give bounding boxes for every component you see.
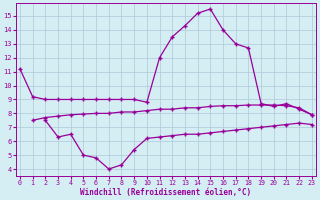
X-axis label: Windchill (Refroidissement éolien,°C): Windchill (Refroidissement éolien,°C) [80,188,252,197]
